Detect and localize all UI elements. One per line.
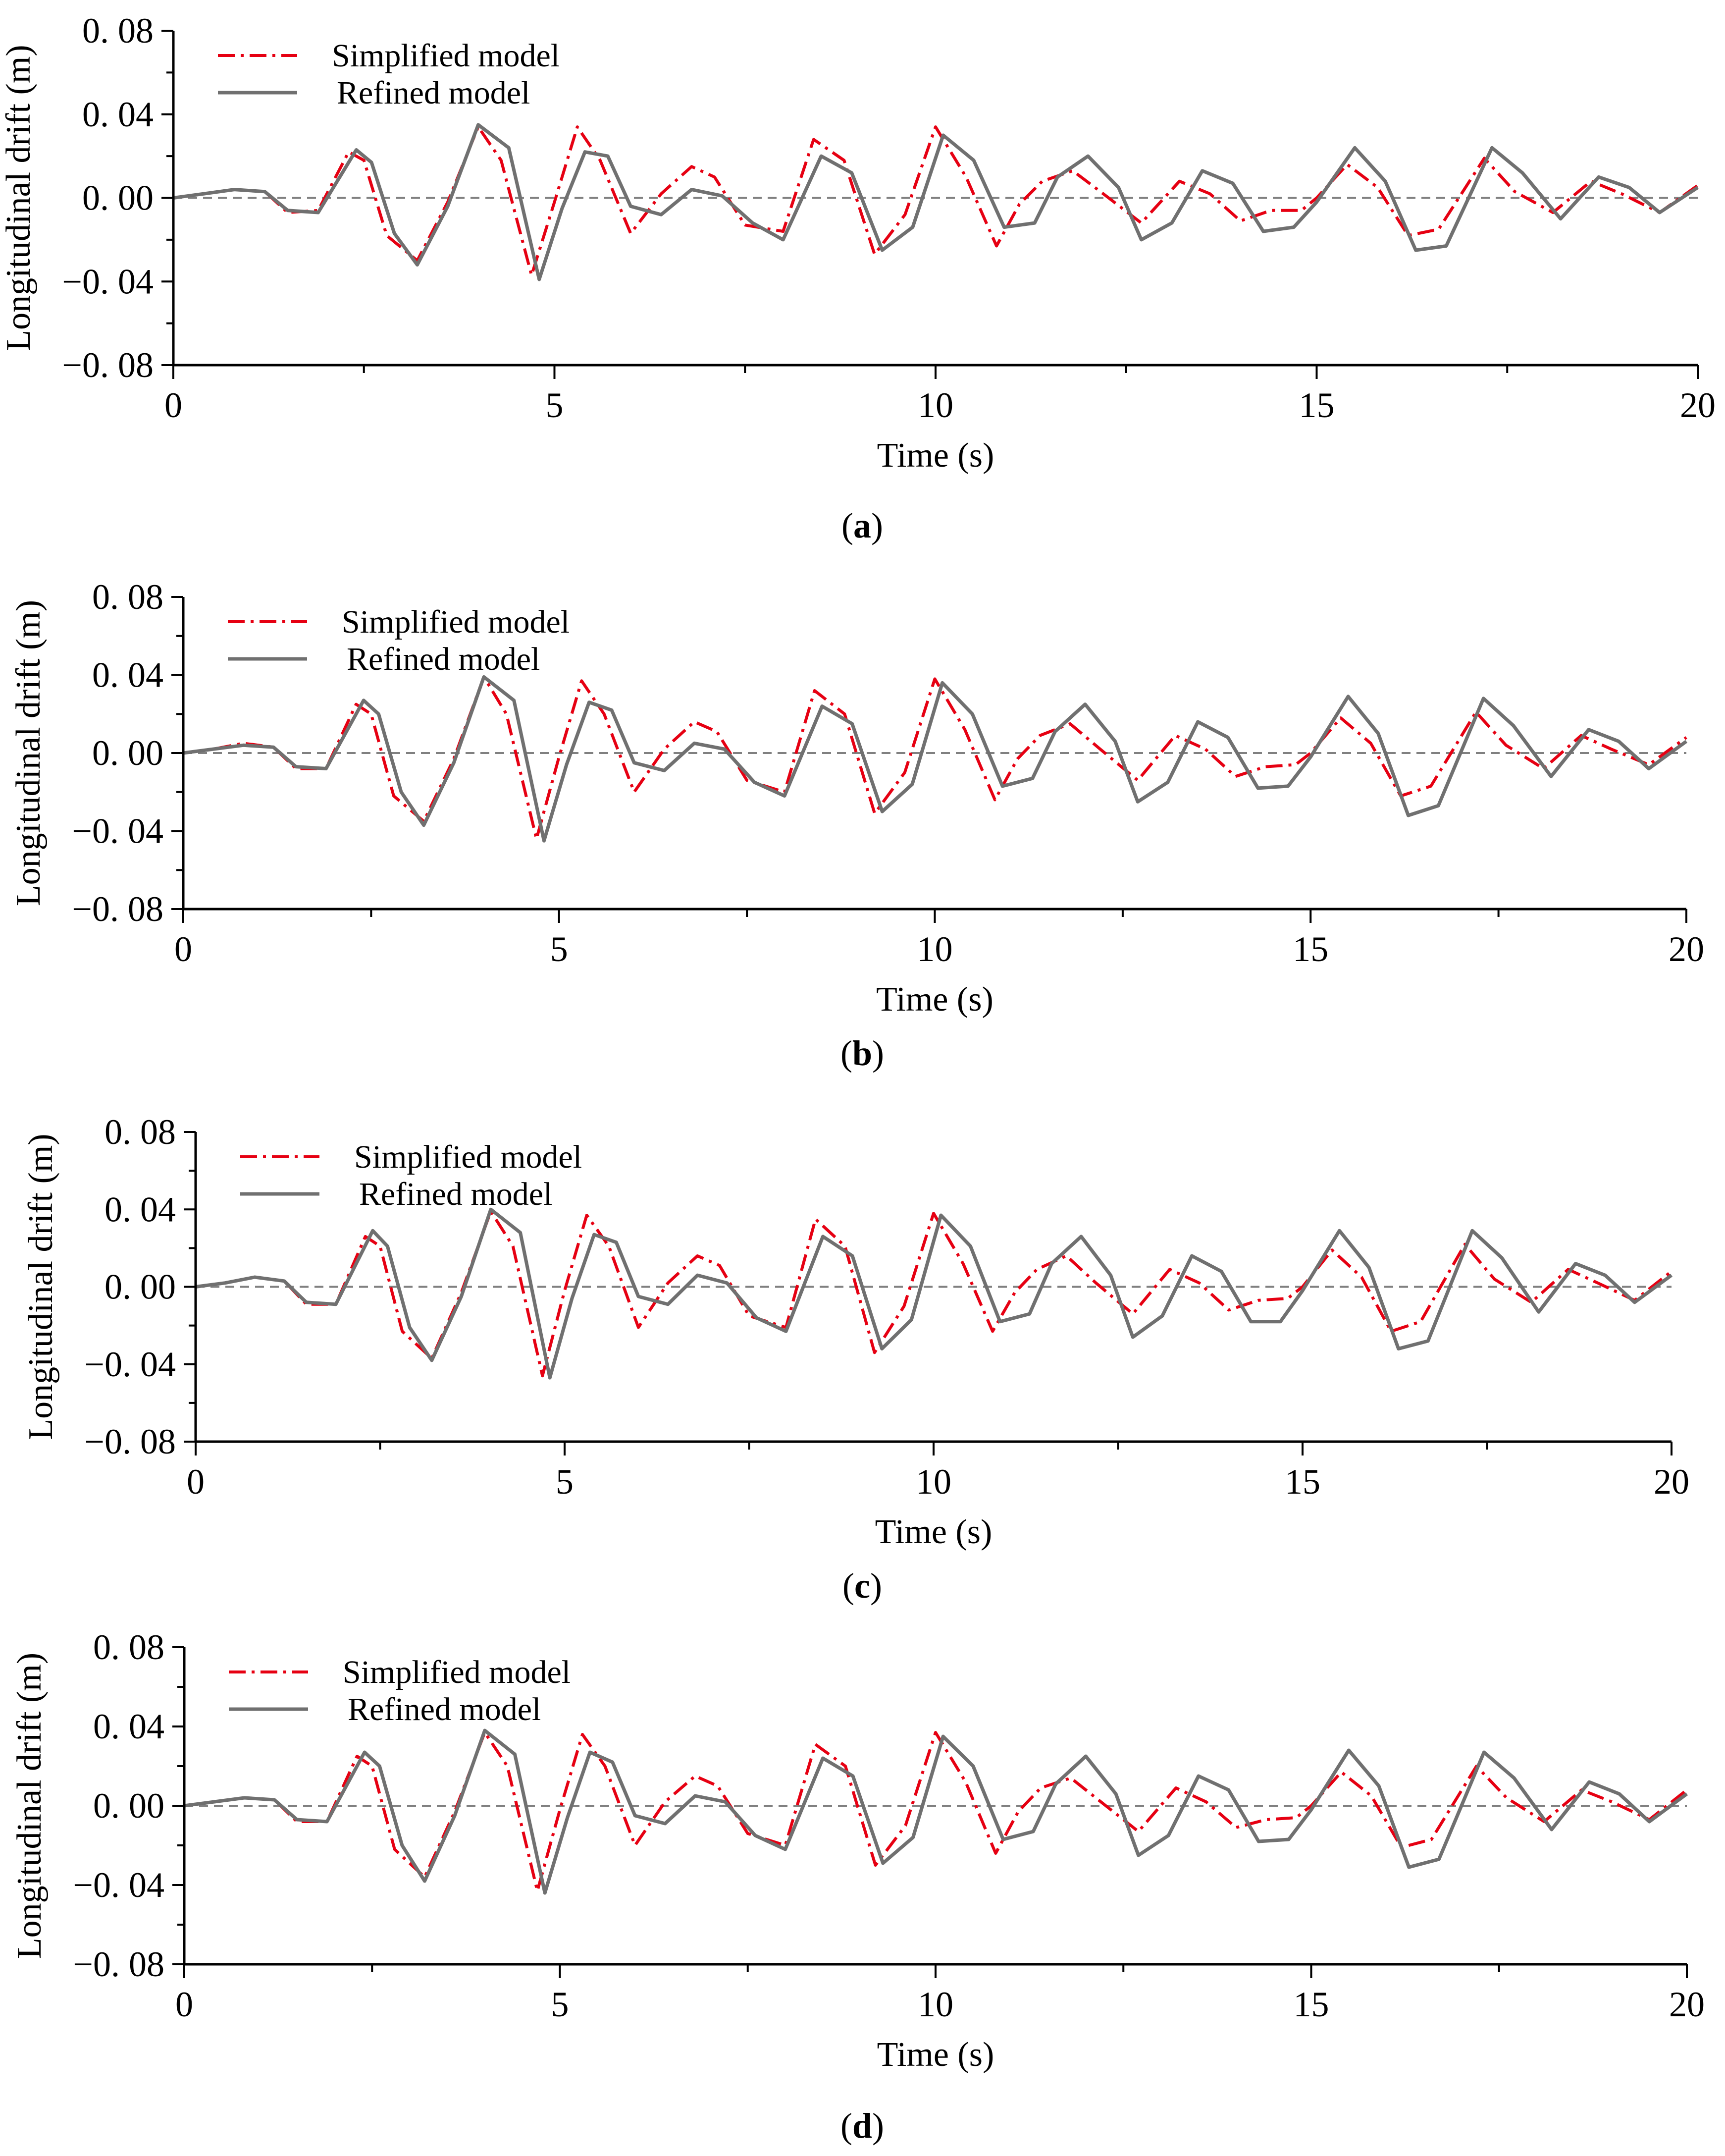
x-tick-label: 0 [174, 929, 192, 969]
y-axis-label: Longitudinal drift (m) [9, 600, 48, 906]
x-tick-label: 10 [916, 1462, 951, 1502]
y-tick-label: −0. 08 [62, 345, 154, 385]
y-tick-label: −0. 04 [72, 811, 163, 851]
y-axis-label: Longitudinal drift (m) [10, 1653, 49, 1959]
x-tick-label: 5 [546, 385, 564, 425]
x-tick-label: 15 [1285, 1462, 1320, 1502]
series-line-refined-model [184, 1728, 1688, 1895]
series-line-simplified-model [184, 1731, 1688, 1892]
legend-label-simplified-model: Simplified model [354, 1139, 582, 1175]
legend-label-simplified-model: Simplified model [342, 604, 570, 640]
y-tick-label: 0. 00 [82, 178, 154, 218]
chart-panel-b: 0 5 10 15 20 −0. 08 −0. 04 0. 00 0. 04 0. 08 Time … [9, 577, 1704, 1019]
y-tick-label: 0. 04 [82, 95, 154, 134]
y-tick-label: 0. 08 [93, 1627, 164, 1667]
legend-label-refined-model: Refined model [347, 641, 540, 677]
y-tick-label: −0. 08 [72, 889, 163, 929]
x-tick-label: 0 [187, 1462, 205, 1502]
chart-panel-c: 0 5 10 15 20 −0. 08 −0. 04 0. 00 0. 04 0. 08 Time … [22, 1112, 1689, 1551]
y-tick-label: −0. 04 [62, 262, 154, 301]
x-tick-label: 10 [917, 929, 953, 969]
x-axis-label: Time (s) [875, 1513, 993, 1551]
x-tick-label: 10 [918, 385, 953, 425]
panel-caption: (a) [841, 506, 883, 545]
y-tick-label: 0. 00 [93, 1786, 164, 1826]
y-tick-label: 0. 08 [82, 11, 154, 51]
legend-label-refined-model: Refined model [348, 1691, 541, 1727]
legend-label-refined-model: Refined model [359, 1176, 552, 1212]
y-tick-label: 0. 00 [105, 1267, 176, 1307]
x-tick-label: 20 [1669, 1985, 1705, 2024]
y-tick-label: 0. 00 [92, 733, 163, 773]
legend-label-simplified-model: Simplified model [343, 1654, 571, 1690]
x-tick-label: 10 [918, 1985, 953, 2024]
x-tick-label: 20 [1669, 929, 1704, 969]
x-axis-label: Time (s) [876, 980, 993, 1019]
series-line-refined-model [173, 123, 1699, 281]
panel-caption: (d) [840, 2106, 884, 2146]
legend-label-refined-model: Refined model [337, 75, 530, 111]
x-tick-label: 0 [164, 385, 182, 425]
y-tick-label: −0. 04 [84, 1345, 176, 1384]
series-line-refined-model [183, 675, 1688, 843]
legend-label-simplified-model: Simplified model [332, 38, 560, 74]
y-tick-label: 0. 04 [93, 1707, 164, 1746]
x-axis-label: Time (s) [877, 436, 994, 475]
y-tick-label: 0. 04 [92, 655, 163, 695]
y-tick-label: −0. 08 [84, 1422, 176, 1461]
series-line-simplified-model [173, 125, 1699, 277]
y-axis-label: Longitudinal drift (m) [0, 45, 38, 351]
series-line-simplified-model [195, 1210, 1673, 1378]
panel-caption: (b) [840, 1033, 884, 1073]
y-tick-label: 0. 08 [92, 577, 163, 617]
x-tick-label: 15 [1299, 385, 1335, 425]
x-tick-label: 15 [1293, 929, 1328, 969]
y-tick-label: −0. 08 [73, 1944, 164, 1984]
x-tick-label: 5 [556, 1462, 574, 1502]
x-tick-label: 5 [551, 1985, 569, 2024]
y-tick-label: 0. 04 [105, 1189, 176, 1229]
series-line-simplified-model [183, 675, 1687, 841]
y-tick-label: −0. 04 [73, 1865, 164, 1905]
chart-panel-a: 0 5 10 15 20 −0. 08 −0. 04 0. 00 0. 04 0. 08 Time … [0, 11, 1716, 475]
y-axis-label: Longitudinal drift (m) [22, 1133, 60, 1440]
chart-panel-d: 0 5 10 15 20 −0. 08 −0. 04 0. 00 0. 04 0. 08 Time … [10, 1627, 1705, 2074]
x-tick-label: 15 [1294, 1985, 1329, 2024]
panel-caption: (c) [842, 1566, 882, 1606]
x-tick-label: 20 [1654, 1462, 1689, 1502]
x-tick-label: 20 [1680, 385, 1716, 425]
y-tick-label: 0. 08 [105, 1112, 176, 1152]
x-tick-label: 5 [550, 929, 568, 969]
x-tick-label: 0 [175, 1985, 193, 2024]
x-axis-label: Time (s) [877, 2036, 994, 2074]
series-line-refined-model [195, 1207, 1673, 1380]
